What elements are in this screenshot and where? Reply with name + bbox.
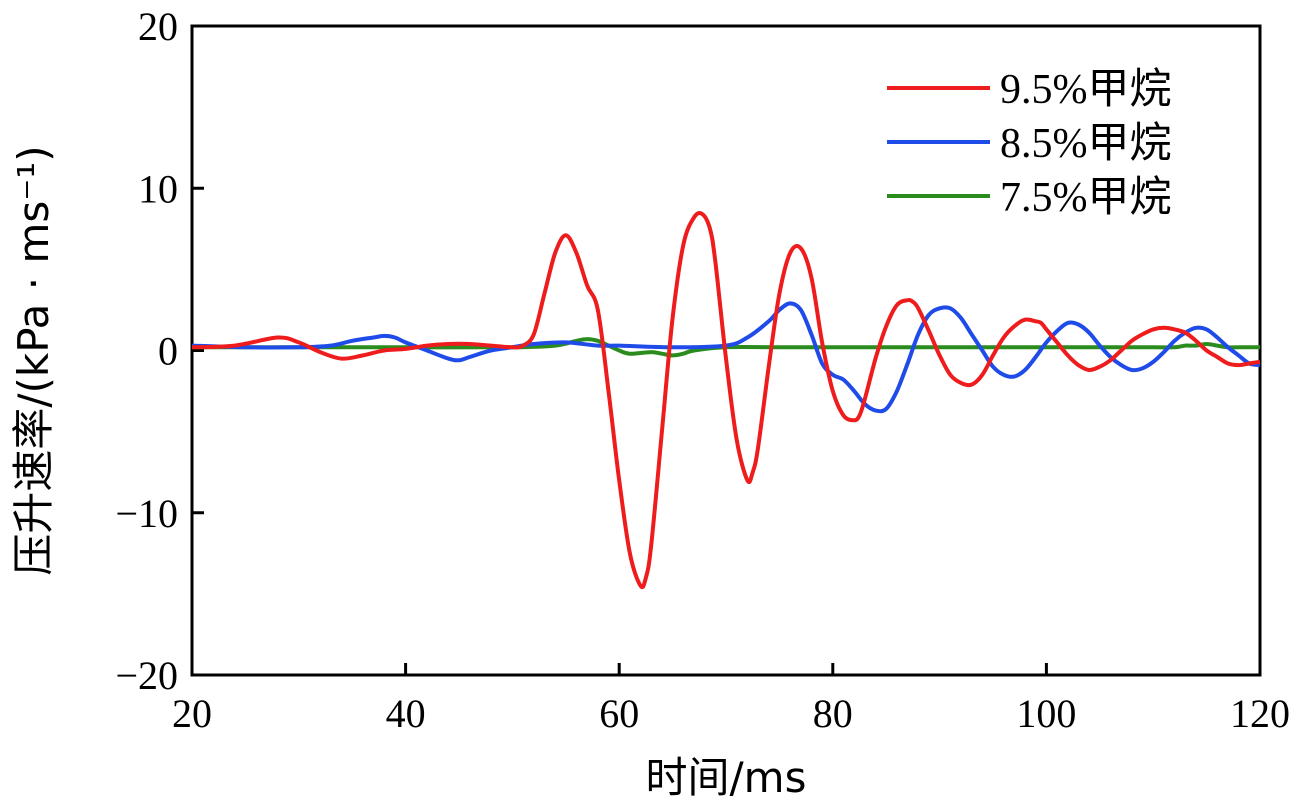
x-tick-label: 60 (599, 691, 639, 736)
x-tick-label: 20 (172, 691, 212, 736)
series-line-2 (192, 301, 1260, 414)
legend: 9.5%甲烷 8.5%甲烷 7.5%甲烷 (887, 66, 1172, 221)
legend-label: 7.5%甲烷 (1000, 174, 1172, 221)
x-axis-title: 时间/ms (646, 753, 807, 800)
plot-lines (192, 211, 1260, 590)
y-tick-label: 10 (138, 166, 178, 211)
axis-ticks (190, 24, 1262, 677)
legend-label: 9.5%甲烷 (1000, 66, 1172, 113)
y-tick-label: −10 (115, 491, 178, 536)
x-tick-label: 80 (813, 691, 853, 736)
y-axis-title: 压升速率/(kPa · ms⁻¹) (9, 145, 58, 575)
series-line-1 (192, 211, 1260, 590)
x-tick-label: 40 (386, 691, 426, 736)
y-tick-label: 0 (158, 329, 178, 374)
x-tick-label: 100 (1016, 691, 1076, 736)
x-tick-label: 120 (1230, 691, 1290, 736)
legend-label: 8.5%甲烷 (1000, 120, 1172, 167)
y-tick-label: −20 (115, 653, 178, 698)
y-tick-label: 20 (138, 4, 178, 49)
axis-tick-labels: 20 40 60 80 100 120 −20 −10 0 10 20 (115, 4, 1290, 736)
